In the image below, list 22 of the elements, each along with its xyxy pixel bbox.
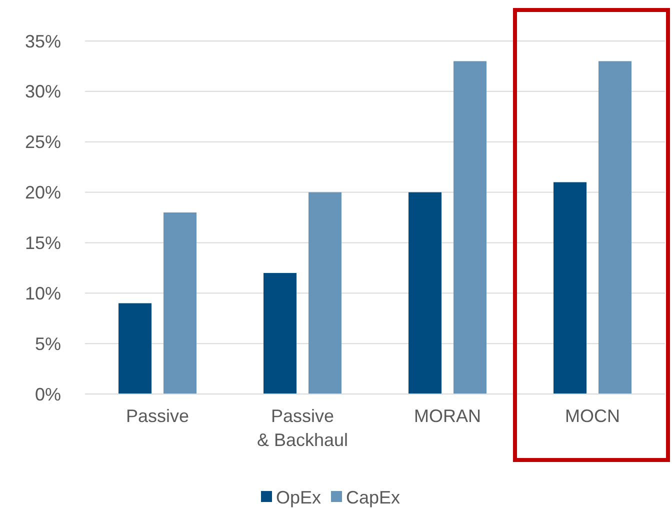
bar (408, 192, 442, 394)
x-tick-label: Passive & Backhaul (256, 406, 348, 450)
legend-label: CapEx (346, 487, 400, 508)
bar (264, 272, 296, 394)
y-tick-label: 30% (24, 82, 61, 102)
y-tick-label: 5% (34, 334, 61, 354)
y-tick-label: 20% (24, 182, 61, 203)
legend-label: OpEx (276, 487, 322, 508)
y-tick-label: 0% (34, 384, 61, 404)
x-tick-label: Passive (126, 406, 190, 426)
bar (308, 192, 342, 394)
y-tick-label: 15% (24, 233, 61, 254)
y-tick-label: 35% (24, 31, 61, 52)
bar (118, 303, 152, 394)
bar (598, 61, 632, 394)
bar (554, 182, 586, 394)
bar (454, 61, 486, 394)
bar (164, 212, 196, 394)
x-tick-label: MORAN (414, 406, 481, 426)
y-tick-label: 25% (24, 132, 61, 152)
x-tick-label: MOCN (565, 406, 620, 426)
y-tick-label: 10% (24, 283, 61, 304)
